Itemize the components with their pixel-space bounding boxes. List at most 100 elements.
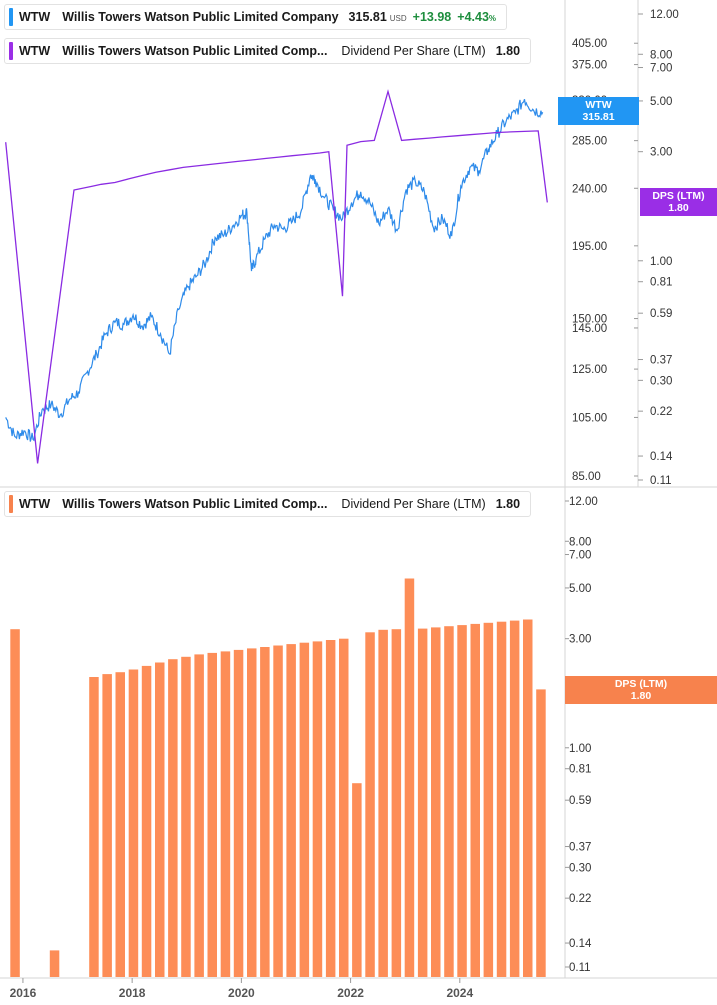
dps-bar [509, 620, 520, 977]
dps-bar [247, 648, 257, 977]
dps-bar [378, 629, 388, 977]
dps-bar [233, 649, 244, 977]
dps-line-swatch [9, 42, 13, 60]
dps-bar [155, 662, 165, 977]
legend-indicator-name: Dividend Per Share (LTM) [341, 44, 486, 58]
price-tag-label: WTW [585, 99, 612, 111]
dps-axis-tick-label: 0.59 [650, 308, 672, 320]
legend-change-percent-value: +4.43 [457, 10, 489, 24]
dps-bar-tag-label: DPS (LTM) [614, 678, 668, 690]
bar-axis-tick-label: 7.00 [569, 550, 591, 562]
dps-axis-tick-label: 1.00 [650, 256, 672, 268]
price-axis-tag: WTW 315.81 [558, 97, 639, 125]
time-axis-tick-label: 2024 [446, 986, 473, 1000]
dps-bar [10, 629, 20, 977]
dps-bar [444, 626, 454, 977]
dps-bar [325, 640, 336, 977]
dps-bar [286, 644, 296, 977]
price-axis-tick-label: 240.00 [572, 183, 607, 195]
legend-indicator-name: Dividend Per Share (LTM) [341, 497, 486, 511]
legend-change: +13.98 [412, 10, 452, 24]
bar-axis-tick-label: 0.81 [569, 764, 591, 776]
dps-axis-tick-label: 8.00 [650, 49, 672, 61]
dps-bar [431, 627, 441, 977]
price-axis-tick-label: 195.00 [572, 241, 607, 253]
price-axis-tick-label: 405.00 [572, 38, 607, 50]
dps-bar [404, 578, 415, 977]
price-axis-tick-label: 105.00 [572, 412, 607, 424]
dps-bar [312, 641, 323, 977]
price-series-swatch [9, 8, 13, 26]
price-axis-tick-label: 150.00 [572, 314, 607, 326]
legend-ticker: WTW [19, 44, 51, 58]
dps-bar [391, 629, 402, 977]
legend-company-name: Willis Towers Watson Public Limited Comp… [62, 10, 339, 24]
dps-bar-tag-value: 1.80 [630, 690, 652, 702]
legend-indicator-value: 1.80 [495, 497, 521, 511]
dps-bar [49, 950, 60, 977]
price-axis-tick-label: 125.00 [572, 364, 607, 376]
dps-bar [89, 677, 99, 977]
dps-tag-label: DPS (LTM) [652, 190, 705, 202]
dps-axis-tick-label: 0.30 [650, 375, 672, 387]
dps-bar [496, 621, 507, 977]
legend-change-percent: +4.43% [457, 10, 496, 24]
price-axis-tick-label: 85.00 [572, 471, 601, 483]
legend-indicator-value: 1.80 [495, 44, 521, 58]
dps-bar [457, 625, 467, 977]
dps-axis-tick-label: 3.00 [650, 147, 672, 159]
price-axis-tick-label: 375.00 [572, 60, 607, 72]
bar-axis-tick-label: 0.30 [569, 862, 591, 874]
bar-axis-tick-label: 8.00 [569, 536, 591, 548]
dps-tag-value: 1.80 [668, 202, 689, 214]
bar-axis-tick-label: 0.22 [569, 893, 591, 905]
dps-bar [168, 659, 178, 977]
dps-bar [417, 628, 428, 977]
dps-axis-tick-label: 0.81 [650, 277, 672, 289]
bar-axis-tick-label: 0.11 [569, 962, 591, 974]
dps-axis-tick-label: 0.22 [650, 406, 672, 418]
dps-bar-swatch [9, 495, 13, 513]
bar-axis-tick-label: 0.59 [569, 795, 591, 807]
price-axis-tick-label: 285.00 [572, 136, 607, 148]
legend-price: 315.81 [348, 10, 387, 24]
price-legend[interactable]: WTW Willis Towers Watson Public Limited … [4, 4, 508, 30]
dps-bar [115, 672, 125, 977]
dps-bar [220, 651, 231, 977]
dps-bar [339, 638, 349, 977]
dps-bar [181, 656, 191, 977]
dps-axis-tick-label: 0.11 [650, 475, 672, 487]
legend-currency: USD [389, 13, 407, 23]
legend-ticker: WTW [19, 10, 51, 24]
dps-axis-tick-label: 0.37 [650, 355, 672, 367]
dps-bar [102, 674, 112, 977]
dps-bar [207, 652, 217, 977]
legend-company-name: Willis Towers Watson Public Limited Comp… [62, 497, 328, 511]
bar-axis-tick-label: 3.00 [569, 634, 591, 646]
dps-line-legend[interactable]: WTW Willis Towers Watson Public Limited … [4, 38, 532, 64]
dps-axis-tick-label: 12.00 [650, 9, 679, 21]
dps-bar [470, 623, 480, 977]
dps-bar [483, 622, 494, 977]
price-axis-tick-label: 145.00 [572, 323, 607, 335]
dps-bar [194, 654, 204, 977]
dps-bar [273, 645, 283, 977]
time-axis-tick-label: 2018 [119, 986, 146, 1000]
dps-bar [260, 647, 270, 977]
bar-axis-tick-label: 12.00 [569, 496, 598, 508]
dps-bar [141, 665, 152, 977]
dps-axis-tag: DPS (LTM) 1.80 [640, 188, 717, 216]
bar-axis-tick-label: 5.00 [569, 583, 591, 595]
dps-bar-legend[interactable]: WTW Willis Towers Watson Public Limited … [4, 491, 532, 517]
dps-bar [365, 632, 375, 977]
time-axis-tick-label: 2020 [228, 986, 255, 1000]
dps-bar [352, 783, 362, 977]
bar-axis-tick-label: 0.37 [569, 842, 591, 854]
bar-axis-tick-label: 0.14 [569, 938, 592, 950]
time-axis-tick-label: 2022 [337, 986, 364, 1000]
dps-bar [536, 689, 546, 977]
time-axis-tick-label: 2016 [10, 986, 37, 1000]
dps-bar [128, 669, 139, 977]
legend-ticker: WTW [19, 497, 51, 511]
